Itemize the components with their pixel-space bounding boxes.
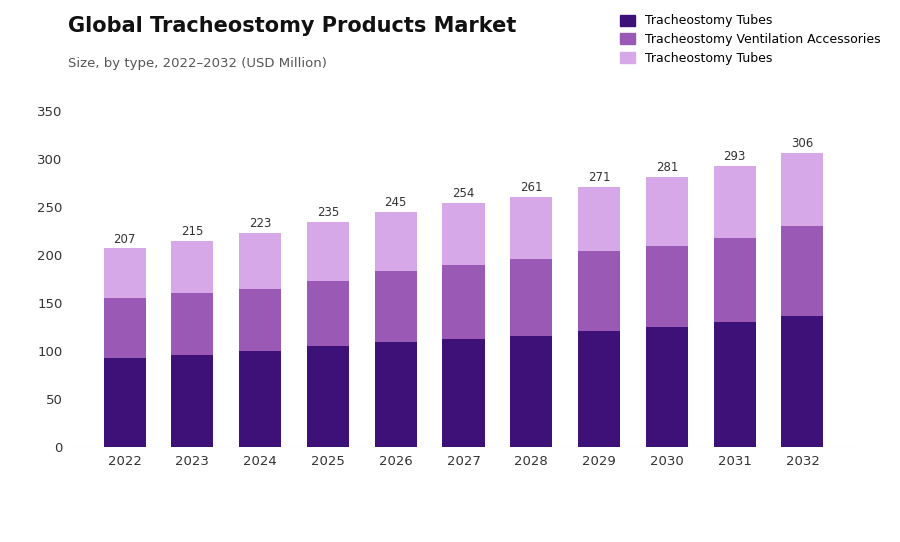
Bar xyxy=(307,222,349,281)
Text: 4.1%: 4.1% xyxy=(189,485,281,518)
Bar xyxy=(578,187,620,251)
Text: Size, by type, 2022–2032 (USD Million): Size, by type, 2022–2032 (USD Million) xyxy=(68,57,327,70)
Bar xyxy=(239,233,281,289)
Bar xyxy=(646,247,688,327)
Bar xyxy=(374,341,417,447)
Text: 261: 261 xyxy=(520,180,543,193)
Text: 254: 254 xyxy=(453,188,474,201)
Bar xyxy=(714,166,756,238)
Text: 293: 293 xyxy=(724,150,746,163)
Bar xyxy=(510,259,553,336)
Text: 207: 207 xyxy=(113,233,136,246)
Text: 281: 281 xyxy=(656,162,678,175)
Text: 223: 223 xyxy=(249,217,271,230)
Bar xyxy=(374,212,417,272)
Bar xyxy=(646,327,688,447)
Bar xyxy=(781,227,824,315)
Bar xyxy=(307,281,349,346)
Bar xyxy=(171,355,213,447)
Text: ONE STOP SHOP FOR THE REPORTS: ONE STOP SHOP FOR THE REPORTS xyxy=(716,518,850,527)
Text: Ⓜ: Ⓜ xyxy=(680,489,695,513)
Bar xyxy=(104,298,146,358)
Bar xyxy=(239,351,281,447)
Bar xyxy=(510,197,553,259)
Bar xyxy=(646,177,688,247)
Bar xyxy=(104,248,146,298)
Bar xyxy=(781,153,824,227)
Text: 215: 215 xyxy=(181,225,203,238)
Bar xyxy=(578,251,620,331)
Bar xyxy=(307,346,349,447)
Bar xyxy=(714,322,756,447)
Bar xyxy=(171,293,213,355)
Bar xyxy=(443,203,484,264)
Bar xyxy=(578,331,620,447)
Bar xyxy=(781,315,824,447)
Text: market.us: market.us xyxy=(716,486,802,501)
Bar xyxy=(171,241,213,293)
Bar xyxy=(443,264,484,339)
Bar xyxy=(714,238,756,322)
Text: $306M: $306M xyxy=(495,485,621,518)
Legend: Tracheostomy Tubes, Tracheostomy Ventilation Accessories, Tracheostomy Tubes: Tracheostomy Tubes, Tracheostomy Ventila… xyxy=(619,15,880,64)
Bar xyxy=(104,358,146,447)
Text: 271: 271 xyxy=(588,171,610,184)
Bar xyxy=(443,339,484,447)
Text: The forecasted market
size for 2032 in USD:: The forecasted market size for 2032 in U… xyxy=(279,485,430,517)
Bar xyxy=(510,336,553,447)
Text: Global Tracheostomy Products Market: Global Tracheostomy Products Market xyxy=(68,16,516,36)
Text: 306: 306 xyxy=(791,138,814,151)
Bar xyxy=(239,289,281,351)
Text: 235: 235 xyxy=(317,205,339,218)
Text: 245: 245 xyxy=(384,196,407,209)
Bar xyxy=(374,272,417,341)
Text: The Market will Grow
At the CAGR of:: The Market will Grow At the CAGR of: xyxy=(20,485,161,517)
